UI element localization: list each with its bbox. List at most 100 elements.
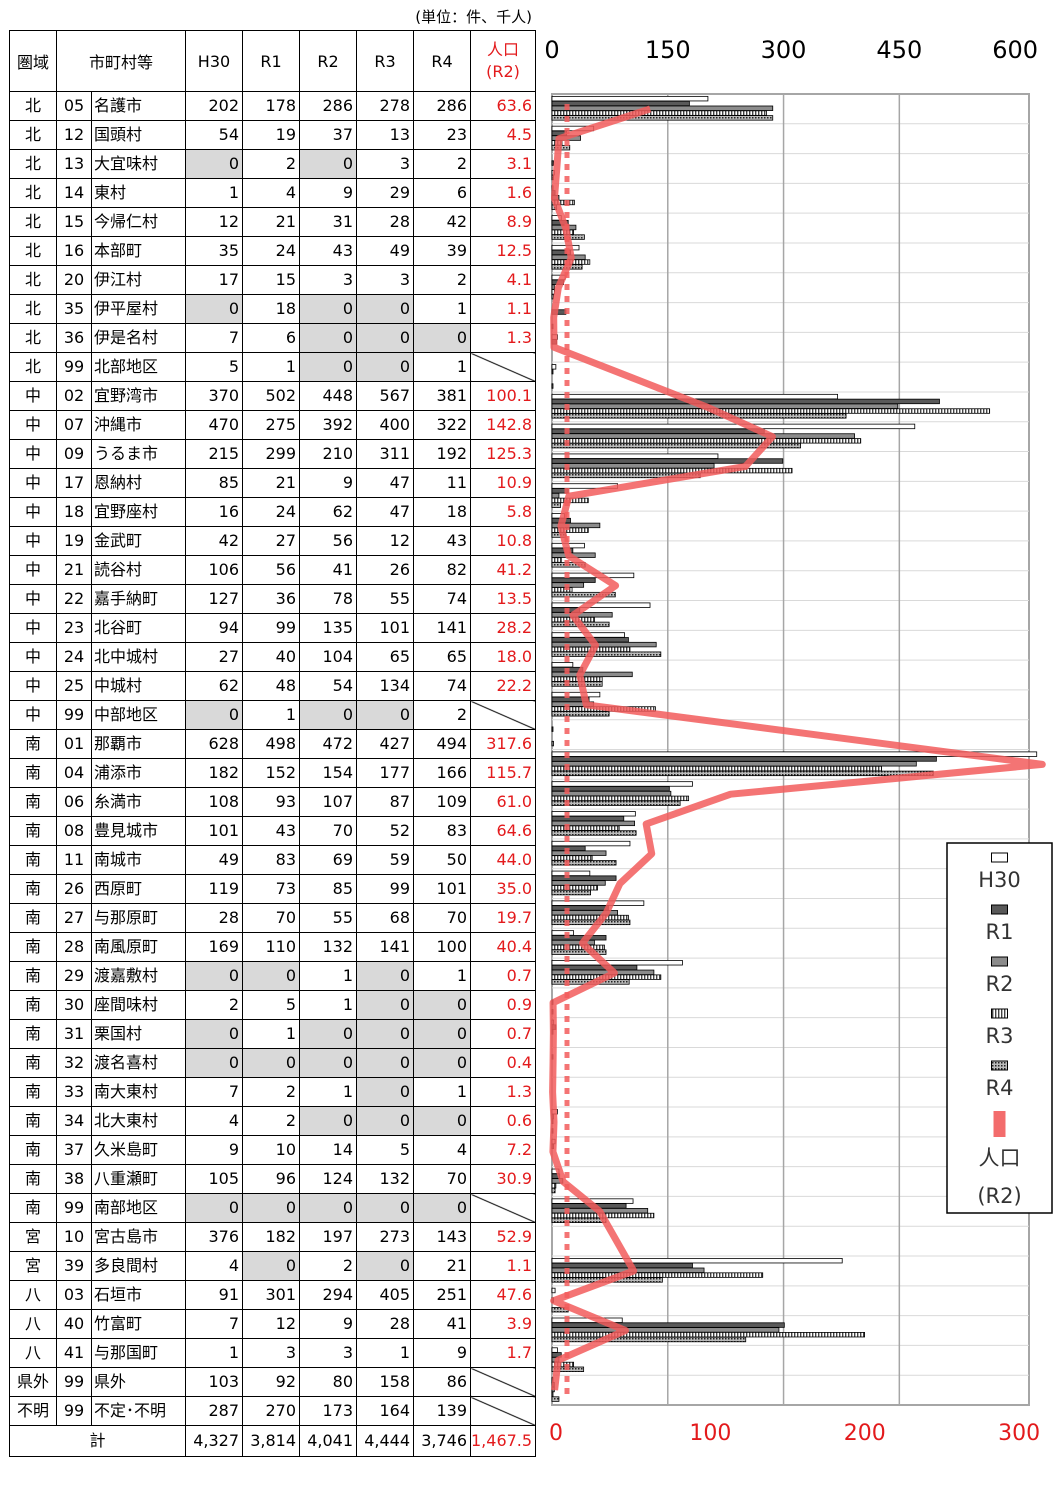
value-cell-r4: 42 bbox=[413, 207, 471, 237]
value-cell-r4: 82 bbox=[413, 555, 471, 585]
municipality-cell: 伊是名村 bbox=[91, 323, 186, 353]
value-cell-r4: 100 bbox=[413, 932, 471, 962]
area-cell: 北 bbox=[9, 265, 57, 295]
area-cell: 南 bbox=[9, 787, 57, 817]
population-cell: 19.7 bbox=[469, 903, 537, 933]
value-cell-h30: 1 bbox=[185, 1338, 243, 1368]
header-municipality: 市町村等 bbox=[56, 30, 186, 92]
value-cell-h30: 7 bbox=[185, 323, 243, 353]
bar-r4 bbox=[551, 115, 774, 121]
value-cell-r1: 99 bbox=[242, 613, 300, 643]
code-cell: 04 bbox=[56, 758, 92, 788]
population-cell: 63.6 bbox=[469, 91, 537, 121]
municipality-cell: 本部町 bbox=[91, 236, 186, 266]
code-cell: 06 bbox=[56, 787, 92, 817]
code-cell: 38 bbox=[56, 1164, 92, 1194]
value-cell-r2: 1 bbox=[299, 990, 357, 1020]
code-cell: 33 bbox=[56, 1077, 92, 1107]
value-cell-r2: 472 bbox=[299, 729, 357, 759]
legend-label-h30: H30 bbox=[978, 868, 1021, 892]
area-cell: 南 bbox=[9, 1106, 57, 1136]
table-row: 南 30 座間味村 2 5 1 0 0 0.9 bbox=[9, 990, 537, 1020]
legend-label-r2: R2 bbox=[986, 972, 1014, 996]
value-cell-h30: 0 bbox=[185, 700, 243, 730]
value-cell-r2: 1 bbox=[299, 1077, 357, 1107]
bottom-tick-label: 0 bbox=[549, 1421, 563, 1446]
value-cell-h30: 5 bbox=[185, 352, 243, 382]
municipality-cell: 南部地区 bbox=[91, 1193, 186, 1223]
bar-r2 bbox=[551, 492, 560, 499]
code-cell: 25 bbox=[56, 671, 92, 701]
value-cell-r3: 400 bbox=[356, 410, 414, 440]
table-row: 北 15 今帰仁村 12 21 31 28 42 8.9 bbox=[9, 207, 537, 237]
population-cell-empty bbox=[469, 1193, 537, 1223]
bar-h30 bbox=[551, 95, 709, 102]
code-cell: 19 bbox=[56, 526, 92, 556]
value-cell-r2: 54 bbox=[299, 671, 357, 701]
code-cell: 40 bbox=[56, 1309, 92, 1339]
bar-r4 bbox=[551, 860, 617, 866]
header-r1: R1 bbox=[242, 30, 300, 92]
municipality-cell: 浦添市 bbox=[91, 758, 186, 788]
value-cell-r3: 567 bbox=[356, 381, 414, 411]
value-cell-r1: 12 bbox=[242, 1309, 300, 1339]
bar-r1 bbox=[551, 428, 765, 434]
table-row: 南 01 那覇市 628 498 472 427 494 317.6 bbox=[9, 729, 537, 759]
municipality-cell: 渡名喜村 bbox=[91, 1048, 186, 1078]
value-cell-r4: 9 bbox=[413, 1338, 471, 1368]
population-cell: 0.9 bbox=[469, 990, 537, 1020]
code-cell: 03 bbox=[56, 1280, 92, 1310]
unit-note: (単位：件、千人) bbox=[415, 8, 532, 26]
area-cell: 中 bbox=[9, 439, 57, 469]
value-cell-r1: 110 bbox=[242, 932, 300, 962]
bar-r4 bbox=[551, 1396, 560, 1402]
value-cell-r4: 21 bbox=[413, 1251, 471, 1281]
table-row: 南 26 西原町 119 73 85 99 101 35.0 bbox=[9, 874, 537, 904]
value-cell-r3: 278 bbox=[356, 91, 414, 121]
value-cell-r1: 15 bbox=[242, 265, 300, 295]
value-cell-r1: 275 bbox=[242, 410, 300, 440]
value-cell-r3: 59 bbox=[356, 845, 414, 875]
value-cell-r2: 173 bbox=[299, 1396, 357, 1426]
population-cell: 1.3 bbox=[469, 323, 537, 353]
value-cell-h30: 215 bbox=[185, 439, 243, 469]
municipality-cell: 北中城村 bbox=[91, 642, 186, 672]
municipality-cell: 東村 bbox=[91, 178, 186, 208]
table-row: 中 99 中部地区 0 1 0 0 2 bbox=[9, 700, 537, 730]
bar-h30 bbox=[551, 691, 601, 698]
bar-r4 bbox=[551, 1336, 747, 1343]
municipality-cell: 北大東村 bbox=[91, 1106, 186, 1136]
legend-swatch-r1 bbox=[991, 904, 1008, 915]
bar-r4 bbox=[551, 711, 610, 717]
value-cell-h30: 54 bbox=[185, 120, 243, 150]
municipality-cell: 西原町 bbox=[91, 874, 186, 904]
top-tick-label: 150 bbox=[645, 36, 691, 64]
value-cell-r4: 65 bbox=[413, 642, 471, 672]
value-cell-r2: 85 bbox=[299, 874, 357, 904]
bar-r1 bbox=[551, 100, 690, 107]
legend-label-r1: R1 bbox=[986, 920, 1014, 944]
value-cell-r3: 0 bbox=[356, 990, 414, 1020]
value-cell-r2: 392 bbox=[299, 410, 357, 440]
value-cell-r1: 6 bbox=[242, 323, 300, 353]
table-row: 北 05 名護市 202 178 286 278 286 63.6 bbox=[9, 91, 537, 121]
municipality-cell: 宜野湾市 bbox=[91, 381, 186, 411]
bar-r2 bbox=[551, 671, 633, 678]
value-cell-r2: 41 bbox=[299, 555, 357, 585]
bar-r3 bbox=[551, 1272, 764, 1278]
value-cell-r3: 29 bbox=[356, 178, 414, 208]
bar-r2 bbox=[551, 403, 899, 409]
area-cell: 八 bbox=[9, 1309, 57, 1339]
bar-r1 bbox=[551, 1322, 785, 1328]
population-cell: 100.1 bbox=[469, 381, 537, 411]
value-cell-h30: 470 bbox=[185, 410, 243, 440]
table-body: 北 05 名護市 202 178 286 278 286 63.6 北 12 国頭村 54 19 37 13 2… bbox=[9, 91, 537, 1426]
table-row: 南 37 久米島町 9 10 14 5 4 7.2 bbox=[9, 1135, 537, 1165]
value-cell-r1: 73 bbox=[242, 874, 300, 904]
value-cell-r3: 1 bbox=[356, 1338, 414, 1368]
code-cell: 27 bbox=[56, 903, 92, 933]
municipality-cell: 八重瀬町 bbox=[91, 1164, 186, 1194]
value-cell-r4: 43 bbox=[413, 526, 471, 556]
bar-r3 bbox=[551, 557, 562, 563]
bar-r1 bbox=[551, 786, 670, 792]
